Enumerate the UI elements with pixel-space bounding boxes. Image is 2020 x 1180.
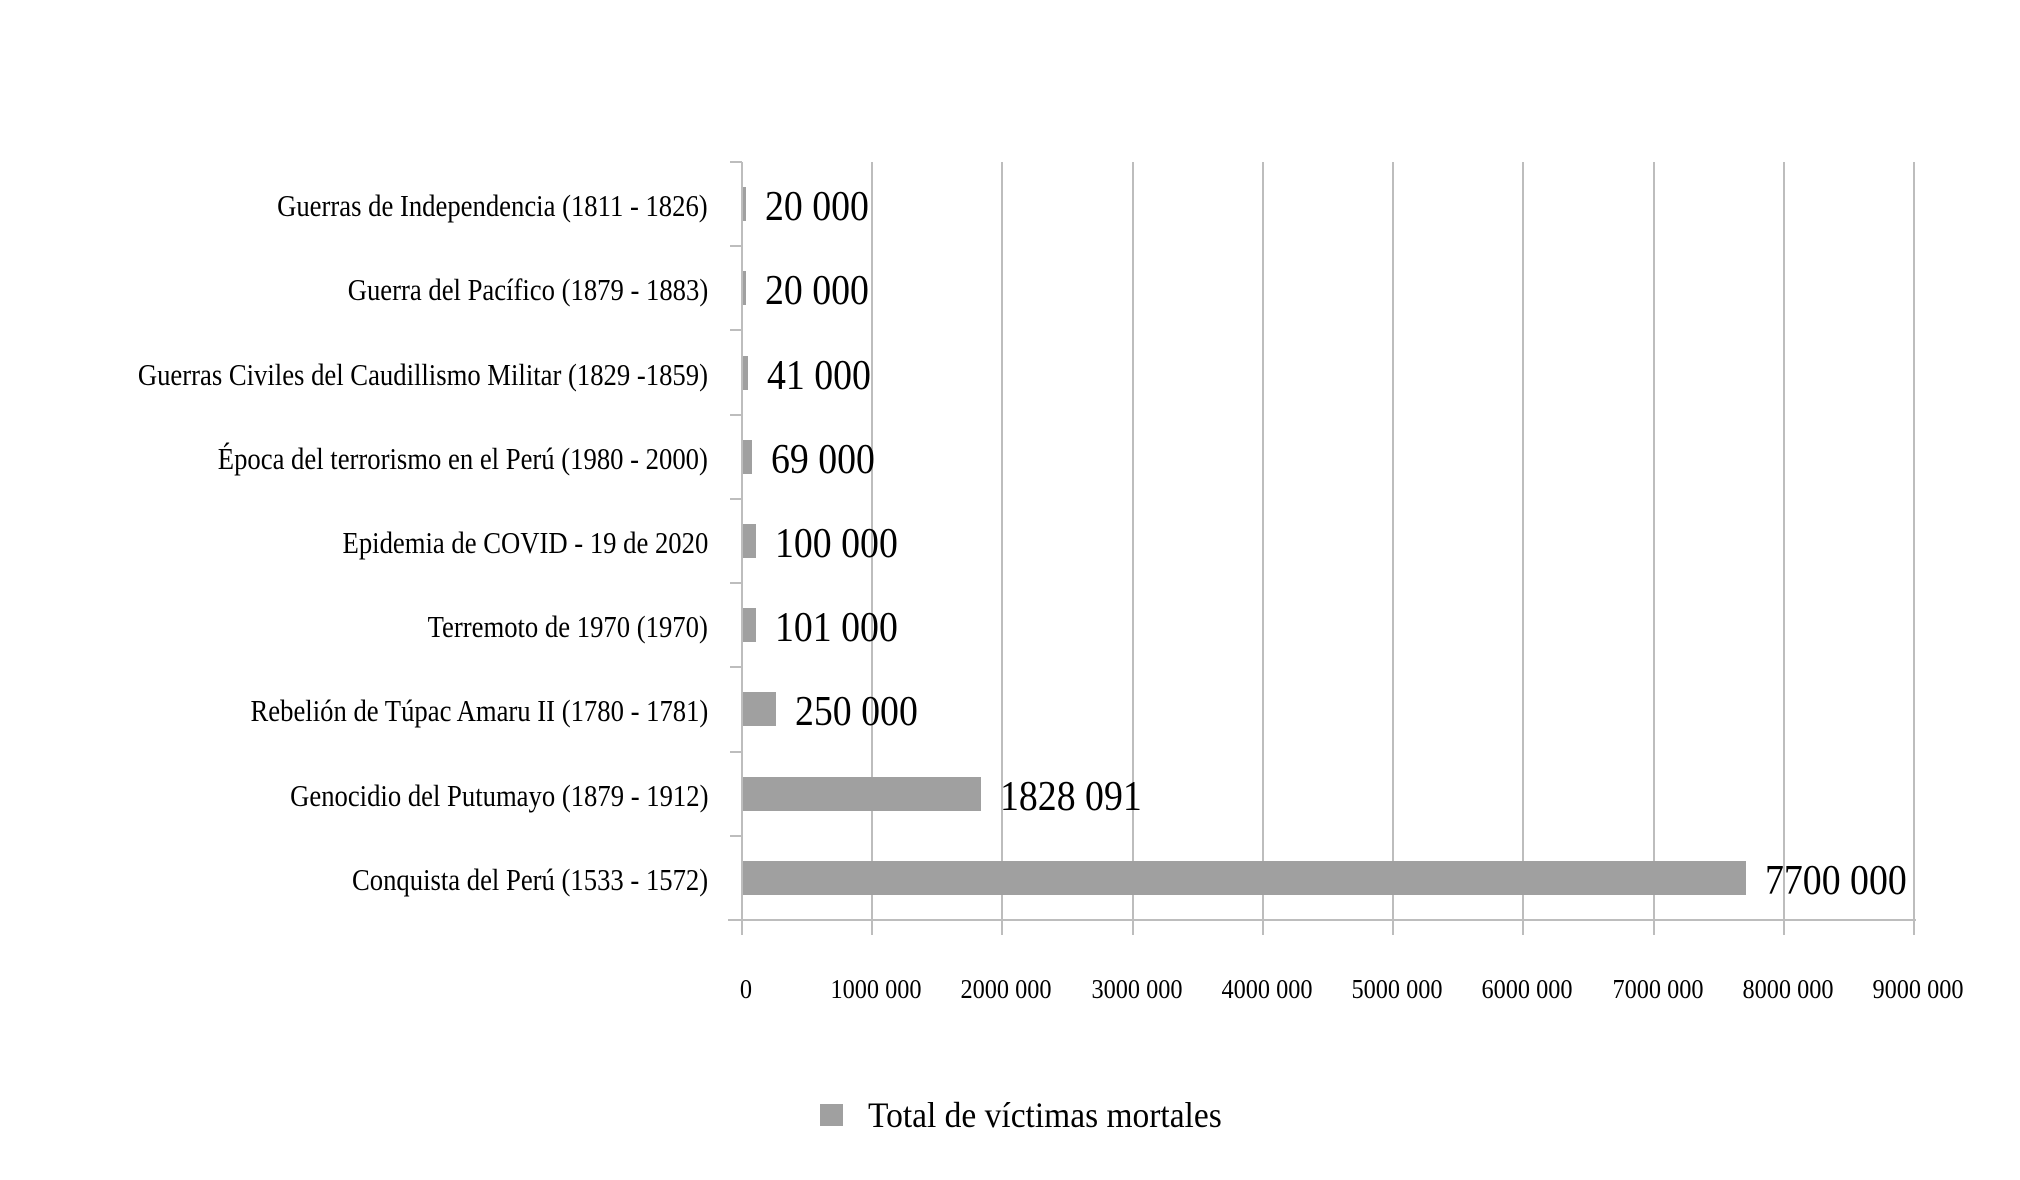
bar <box>743 187 746 222</box>
legend-label: Total de víctimas mortales <box>868 1095 1222 1135</box>
x-tick-label: 3000 000 <box>1091 974 1183 1004</box>
gridline <box>1522 162 1525 935</box>
x-tick-label: 2000 000 <box>960 974 1052 1004</box>
value-label: 1828 091 <box>1000 773 1142 820</box>
bar <box>743 439 752 474</box>
x-tick-label: 4000 000 <box>1221 974 1313 1004</box>
x-tick-mark <box>741 920 743 935</box>
y-tick-mark <box>730 582 742 585</box>
y-tick-mark <box>730 245 742 248</box>
bar <box>743 608 757 643</box>
legend-swatch-icon <box>820 1104 843 1126</box>
gridline <box>1782 162 1785 935</box>
category-label: Época del terrorismo en el Perú (1980 - … <box>217 440 708 476</box>
x-axis-line <box>728 919 1916 921</box>
bar <box>743 692 776 727</box>
y-tick-mark <box>730 666 742 669</box>
x-tick-label: 7000 000 <box>1611 974 1704 1004</box>
value-label: 7700 000 <box>1764 857 1907 904</box>
legend: Total de víctimas mortales <box>820 1094 1248 1136</box>
x-tick-label: 8000 000 <box>1742 974 1834 1004</box>
value-label: 69 000 <box>770 436 875 483</box>
y-tick-mark <box>730 919 742 921</box>
bar <box>743 355 749 390</box>
value-label: 101 000 <box>775 605 898 652</box>
y-tick-mark <box>730 750 742 753</box>
y-axis-line <box>741 162 743 935</box>
gridline <box>1131 162 1134 935</box>
y-tick-mark <box>730 834 742 837</box>
gridline <box>1001 162 1004 935</box>
value-label: 20 000 <box>765 184 869 231</box>
x-tick-label: 5000 000 <box>1351 974 1443 1004</box>
x-tick-label: 9000 000 <box>1872 974 1964 1004</box>
bar <box>743 524 757 558</box>
category-label: Terremoto de 1970 (1970) <box>427 609 708 645</box>
y-tick-mark <box>730 497 742 500</box>
bar <box>743 860 1746 895</box>
y-tick-mark <box>730 413 742 416</box>
gridline <box>1913 162 1915 935</box>
value-label: 41 000 <box>767 352 872 399</box>
category-label: Guerra del Pacífico (1879 - 1883) <box>347 272 708 308</box>
value-label: 250 000 <box>794 689 918 736</box>
bar <box>743 271 746 306</box>
gridline <box>871 162 874 935</box>
x-tick-label: 1000 000 <box>830 974 922 1004</box>
category-label: Guerras Civiles del Caudillismo Militar … <box>137 356 708 392</box>
gridline <box>1392 162 1395 935</box>
bar <box>743 776 982 811</box>
category-label: Rebelión de Túpac Amaru II (1780 - 1781) <box>250 693 708 729</box>
y-tick-mark <box>730 329 742 332</box>
gridline <box>1261 162 1264 935</box>
gridline <box>1652 162 1655 935</box>
y-tick-mark <box>730 161 742 163</box>
category-label: Genocidio del Putumayo (1879 - 1912) <box>289 777 708 813</box>
category-label: Epidemia de COVID - 19 de 2020 <box>342 525 708 560</box>
x-tick-label: 0 <box>739 974 753 1004</box>
value-label: 20 000 <box>765 268 869 315</box>
category-label: Conquista del Perú (1533 - 1572) <box>351 861 708 897</box>
value-label: 100 000 <box>775 521 898 567</box>
x-tick-label: 6000 000 <box>1481 974 1573 1004</box>
category-label: Guerras de Independencia (1811 - 1826) <box>277 188 708 224</box>
